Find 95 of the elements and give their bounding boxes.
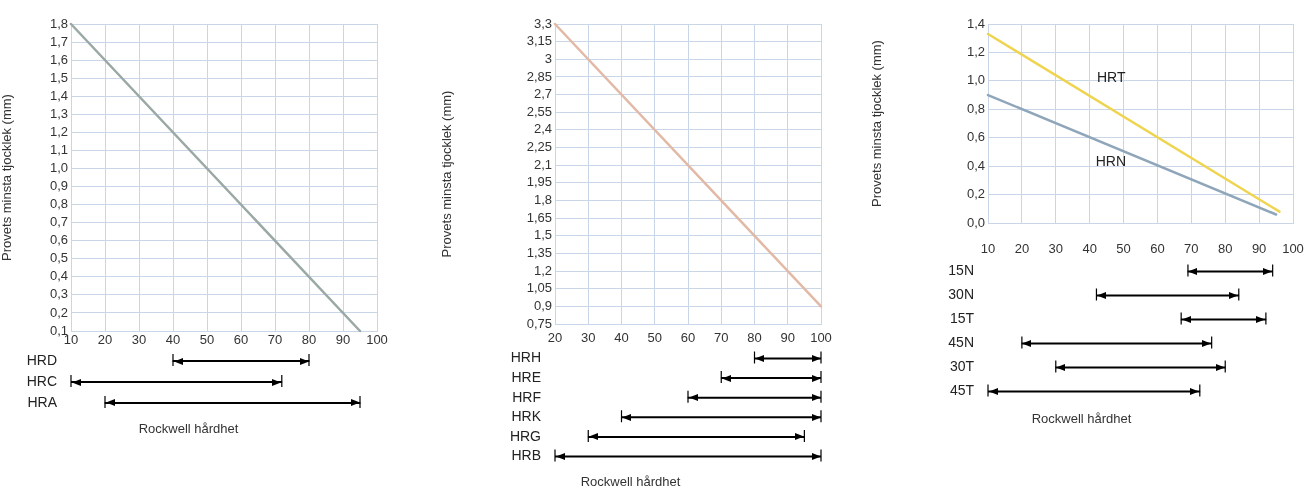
x-tick-label: 20	[547, 330, 563, 346]
x-tick-label: 40	[614, 330, 629, 346]
x-axis-title: Rockwell hårdhet	[138, 420, 239, 436]
y-tick-label: 1,4	[49, 87, 68, 103]
x-tick-label: 70	[714, 330, 729, 346]
x-tick-label: 90	[780, 330, 795, 346]
y-tick-label: 3,15	[526, 33, 552, 49]
y-tick-label: 1,35	[526, 244, 552, 260]
series-label: HRT	[1096, 68, 1126, 85]
x-tick-label: 70	[1184, 241, 1199, 257]
y-tick-label: 30T	[949, 358, 975, 375]
y-tick-label: 0,0	[966, 214, 985, 230]
y-tick-label: 1,8	[533, 192, 552, 208]
y-tick-label: 0,8	[49, 196, 68, 212]
y-tick-label: 1,2	[966, 44, 985, 60]
x-tick-label: 30	[1048, 241, 1064, 257]
x-tick-label: 50	[1116, 241, 1131, 257]
y-tick-label: 0,2	[966, 186, 985, 202]
y-tick-label: 2,1	[533, 156, 552, 172]
y-tick-label: 2,4	[533, 121, 552, 137]
x-tick-label: 30	[581, 330, 596, 346]
y-tick-label: 1,2	[49, 123, 68, 139]
x-tick-label: 100	[366, 332, 388, 348]
x-tick-label: 40	[1082, 241, 1097, 257]
x-tick-label: 90	[1251, 241, 1267, 257]
y-tick-label: 0,8	[966, 100, 985, 116]
y-tick-label: 0,7	[49, 214, 68, 230]
y-axis-title: Provets minsta tjocklek (mm)	[869, 40, 885, 207]
y-tick-label: 2,7	[533, 86, 552, 102]
y-tick-label: 0,9	[49, 178, 68, 194]
y-tick-label: 15T	[949, 310, 975, 327]
y-tick-label: HRD	[26, 351, 57, 368]
x-tick-label: 20	[1014, 241, 1030, 257]
y-tick-label: 0,4	[966, 157, 985, 173]
x-tick-label: 100	[1282, 241, 1304, 257]
y-tick-label: 0,75	[526, 315, 552, 331]
y-tick-label: 1,6	[49, 51, 68, 67]
y-tick-label: HRC	[26, 372, 57, 389]
y-tick-label: HRG	[509, 427, 541, 444]
y-tick-label: 45N	[948, 334, 974, 351]
y-tick-label: 0,5	[49, 250, 68, 266]
y-axis-title: Provets minsta tjocklek (mm)	[439, 90, 455, 258]
x-tick-label: 30	[131, 332, 147, 348]
y-tick-label: 2,85	[526, 68, 552, 84]
y-tick-label: HRF	[512, 388, 541, 405]
x-tick-label: 10	[980, 241, 996, 257]
y-tick-label: 3	[544, 50, 552, 66]
y-tick-label: 1,2	[533, 262, 552, 278]
y-tick-label: 1,0	[966, 72, 985, 88]
y-tick-label: 1,4	[966, 15, 985, 31]
x-tick-label: 60	[1150, 241, 1165, 257]
y-axis-title: Provets minsta tjocklek (mm)	[0, 94, 15, 261]
x-tick-label: 80	[747, 330, 762, 346]
y-tick-label: 2,25	[526, 139, 552, 155]
y-tick-label: 1,5	[533, 227, 552, 243]
y-tick-label: 45T	[949, 382, 975, 399]
x-tick-label: 60	[680, 330, 696, 346]
y-tick-label: 0,3	[49, 286, 68, 302]
y-tick-label: 2,55	[526, 103, 552, 119]
series-label: HRN	[1095, 152, 1127, 169]
x-tick-label: 80	[301, 332, 317, 348]
y-tick-label: 1,95	[526, 174, 552, 190]
y-tick-label: 0,2	[49, 304, 68, 320]
y-tick-label: 30N	[948, 286, 974, 303]
x-tick-label: 100	[810, 330, 832, 346]
y-tick-label: 0,6	[49, 232, 68, 248]
x-tick-label: 40	[165, 332, 181, 348]
y-tick-label: 1,5	[49, 69, 68, 85]
y-tick-label: 1,05	[526, 280, 552, 296]
x-tick-label: 80	[1217, 241, 1233, 257]
x-axis-title: Rockwell hårdhet	[1031, 410, 1132, 426]
y-tick-label: 15N	[948, 262, 974, 279]
x-tick-label: 50	[199, 332, 215, 348]
y-tick-label: 1,3	[49, 105, 68, 121]
y-tick-label: HRB	[511, 447, 541, 464]
y-tick-label: HRH	[510, 349, 541, 366]
y-tick-label: 1,7	[49, 33, 68, 49]
x-tick-label: 60	[233, 332, 249, 348]
y-tick-label: 0,6	[966, 129, 985, 145]
y-tick-label: HRK	[511, 408, 542, 425]
y-tick-label: 1,1	[49, 141, 68, 157]
y-tick-label: 3,3	[533, 15, 552, 31]
x-tick-label: 90	[335, 332, 351, 348]
y-tick-label: 0,9	[533, 297, 552, 313]
y-tick-label: 0,4	[49, 268, 68, 284]
y-tick-label: HRE	[511, 368, 541, 385]
y-tick-label: HRA	[27, 393, 58, 410]
y-tick-label: 1,0	[49, 160, 68, 176]
y-tick-label: 1,65	[526, 209, 552, 225]
x-tick-label: 70	[267, 332, 283, 348]
x-tick-label: 50	[647, 330, 662, 346]
x-axis-title: Rockwell hårdhet	[580, 473, 681, 489]
y-tick-label: 1,8	[49, 15, 68, 31]
x-tick-label: 20	[97, 332, 113, 348]
y-tick-label: 0,1	[49, 322, 68, 338]
